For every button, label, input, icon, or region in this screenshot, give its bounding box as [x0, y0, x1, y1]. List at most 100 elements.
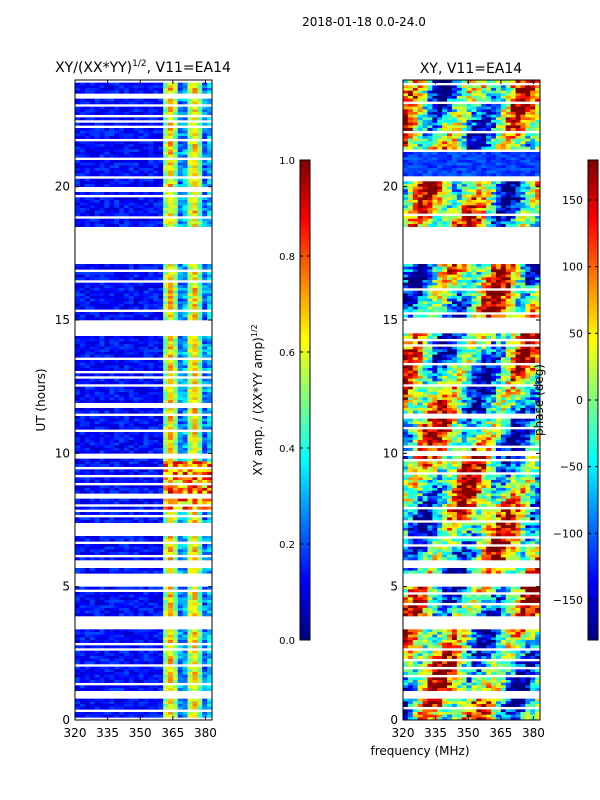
heatmap-cell	[447, 80, 453, 83]
heatmap-cell	[123, 98, 130, 102]
heatmap-cell	[148, 360, 154, 363]
heatmap-cell	[207, 594, 212, 598]
heatmap-cell	[182, 378, 189, 382]
heatmap-cell	[187, 282, 193, 286]
heatmap-cell	[177, 394, 184, 398]
heatmap-cell	[123, 544, 130, 547]
heatmap-cell	[177, 133, 184, 137]
heatmap-cell	[109, 298, 115, 302]
heatmap-cell	[123, 162, 130, 166]
heatmap-cell	[187, 301, 193, 305]
heatmap-cell	[138, 410, 144, 414]
heatmap-cell	[187, 386, 193, 390]
heatmap-cell	[104, 698, 110, 702]
heatmap-cell	[138, 480, 144, 483]
heatmap-cell	[109, 224, 115, 227]
colorbar-tick-label: 1.0	[279, 156, 295, 167]
heatmap-cell	[202, 312, 208, 315]
heatmap-cell	[94, 645, 100, 649]
heatmap-cell	[109, 202, 115, 206]
heatmap-cell	[177, 82, 184, 86]
heatmap-cell	[104, 128, 110, 131]
heatmap-cell	[148, 133, 154, 137]
heatmap-cell	[99, 368, 105, 371]
heatmap-cell	[500, 88, 507, 91]
heatmap-cell	[138, 520, 144, 523]
heatmap-cell	[192, 480, 198, 483]
heatmap-cell	[138, 149, 144, 153]
heatmap-cell	[123, 610, 130, 614]
heatmap-cell	[79, 432, 86, 435]
heatmap-cell	[202, 445, 208, 449]
heatmap-cell	[187, 656, 193, 659]
heatmap-cell	[207, 485, 212, 489]
heatmap-cell	[530, 106, 536, 110]
heatmap-cell	[114, 549, 120, 553]
heatmap-cell	[172, 112, 179, 115]
heatmap-cell	[138, 202, 144, 206]
heatmap-cell	[187, 605, 193, 609]
heatmap-cell	[79, 501, 86, 505]
heatmap-cell	[207, 488, 212, 491]
heatmap-cell	[187, 416, 193, 419]
heatmap-cell	[197, 221, 203, 225]
heatmap-cell	[114, 341, 120, 345]
heatmap-cell	[167, 170, 174, 174]
heatmap-cell	[104, 472, 110, 475]
heatmap-cell	[177, 586, 184, 590]
heatmap-cell	[79, 389, 86, 393]
heatmap-cell	[109, 632, 115, 635]
heatmap-cell	[123, 141, 130, 145]
heatmap-cell	[143, 202, 149, 206]
heatmap-cell	[412, 122, 419, 126]
heatmap-cell	[109, 549, 115, 553]
heatmap-cell	[75, 90, 81, 94]
heatmap-cell	[123, 298, 130, 302]
heatmap-cell	[451, 128, 458, 131]
heatmap-cell	[109, 640, 115, 643]
heatmap-cell	[182, 640, 189, 643]
heatmap-cell	[202, 386, 208, 390]
heatmap-cell	[79, 440, 86, 443]
heatmap-cell	[104, 440, 110, 443]
heatmap-cell	[530, 90, 536, 94]
heatmap-cell	[192, 594, 198, 598]
heatmap-cell	[192, 661, 198, 665]
heatmap-cell	[172, 266, 179, 270]
heatmap-cell	[158, 298, 164, 302]
heatmap-cell	[182, 392, 189, 395]
heatmap-cell	[143, 610, 149, 614]
heatmap-cell	[182, 130, 189, 134]
heatmap-cell	[75, 152, 81, 155]
heatmap-cell	[187, 490, 193, 494]
heatmap-cell	[75, 416, 81, 419]
heatmap-cell	[128, 501, 135, 505]
heatmap-cell	[153, 288, 159, 291]
heatmap-cell	[163, 458, 169, 462]
heatmap-cell	[79, 546, 86, 550]
heatmap-cell	[182, 146, 189, 150]
heatmap-cell	[202, 106, 208, 110]
heatmap-cell	[104, 552, 110, 555]
heatmap-cell	[422, 122, 428, 126]
heatmap-cell	[114, 661, 120, 665]
heatmap-cell	[187, 597, 193, 601]
heatmap-cell	[207, 277, 212, 281]
heatmap-cell	[167, 680, 174, 683]
heatmap-cell	[187, 410, 193, 414]
heatmap-cell	[104, 418, 110, 422]
heatmap-cell	[114, 418, 120, 422]
heatmap-cell	[182, 168, 189, 171]
heatmap-cell	[158, 352, 164, 355]
heatmap-cell	[495, 114, 502, 118]
heatmap-cell	[119, 632, 125, 635]
heatmap-cell	[138, 658, 144, 662]
heatmap-cell	[505, 117, 512, 121]
heatmap-cell	[461, 114, 468, 118]
heatmap-cell	[89, 282, 96, 286]
heatmap-cell	[192, 160, 198, 163]
heatmap-cell	[197, 448, 203, 451]
heatmap-cell	[158, 344, 164, 347]
heatmap-cell	[197, 432, 203, 435]
heatmap-cell	[119, 170, 125, 174]
